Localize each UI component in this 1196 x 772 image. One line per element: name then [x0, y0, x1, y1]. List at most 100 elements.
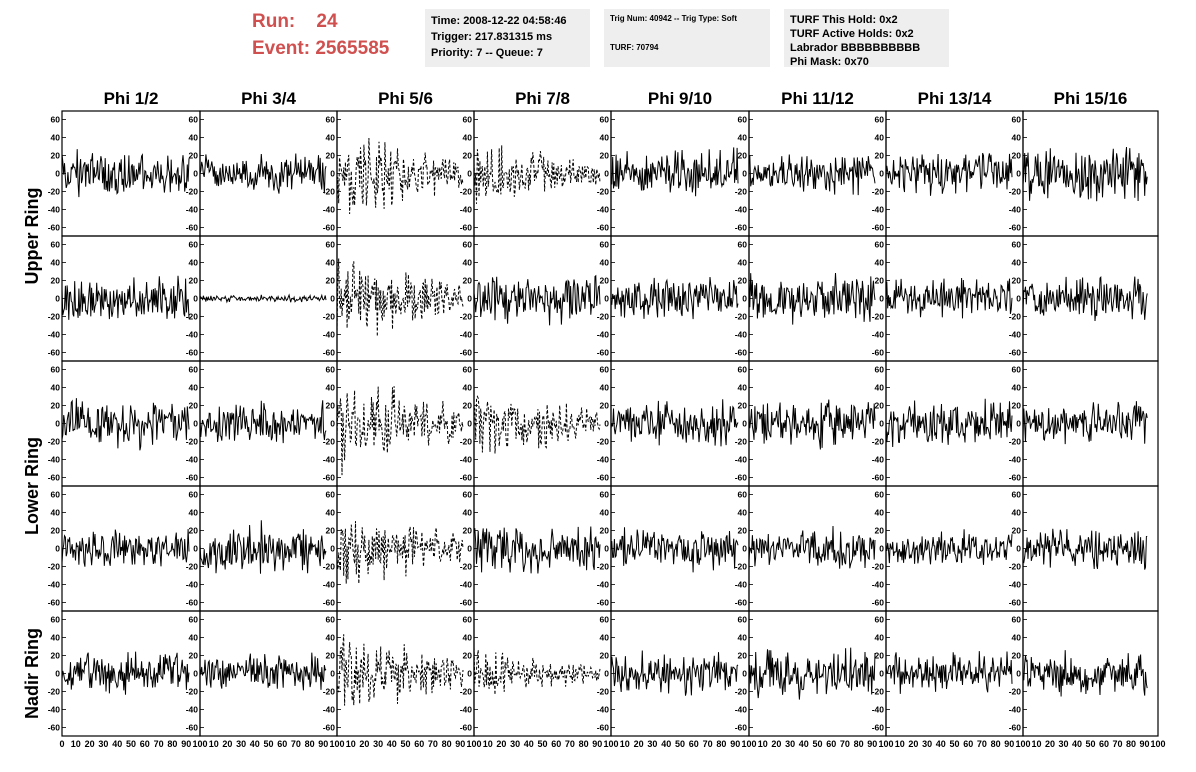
y-tick-label: 20 [1012, 276, 1022, 286]
y-tick-label: -40 [48, 705, 61, 715]
y-tick-label: 20 [463, 526, 473, 536]
x-tick-label: 100 [603, 739, 618, 749]
y-tick-label: -20 [597, 562, 610, 572]
y-tick-label: 60 [875, 240, 885, 250]
panel-frame [473, 610, 612, 737]
y-tick-label: 40 [1012, 383, 1022, 393]
y-tick-label: -60 [872, 598, 885, 608]
y-tick-label: 60 [51, 490, 61, 500]
y-tick-label: -40 [735, 455, 748, 465]
y-tick-label: 0 [330, 419, 335, 429]
y-tick-label: -20 [460, 437, 473, 447]
waveform-trace [336, 386, 464, 476]
waveform-trace [61, 398, 190, 451]
y-tick-label: -60 [735, 723, 748, 733]
y-tick-label: -40 [735, 580, 748, 590]
y-tick-label: 60 [875, 365, 885, 375]
y-tick-label: -40 [597, 455, 610, 465]
y-tick-label: 0 [604, 419, 609, 429]
x-tick-label: 20 [222, 739, 232, 749]
y-tick-label: 0 [1016, 669, 1021, 679]
waveform-trace [748, 399, 876, 450]
y-tick-label: 0 [879, 294, 884, 304]
x-tick-label: 70 [1112, 739, 1122, 749]
y-tick-label: -40 [186, 455, 199, 465]
y-tick-label: -40 [186, 580, 199, 590]
y-tick-label: 60 [463, 365, 473, 375]
waveform-trace [336, 137, 464, 215]
y-tick-label: 40 [1012, 633, 1022, 643]
x-tick-label: 90 [592, 739, 602, 749]
y-tick-label: 40 [738, 258, 748, 268]
x-tick-label: 70 [703, 739, 713, 749]
y-tick-label: 40 [738, 133, 748, 143]
x-tick-label: 50 [675, 739, 685, 749]
event-label: Event: [252, 38, 311, 59]
x-tick-label: 20 [771, 739, 781, 749]
y-tick-label: 40 [189, 508, 199, 518]
waveform-trace [473, 274, 601, 326]
x-tick-label: 30 [373, 739, 383, 749]
y-tick-label: 0 [879, 669, 884, 679]
y-tick-label: -20 [872, 187, 885, 197]
y-tick-label: 0 [55, 544, 60, 554]
y-tick-label: 40 [326, 508, 336, 518]
waveform-panel: 60 40 20 0 -20 -40 -60 [460, 235, 612, 362]
y-tick-label: 20 [463, 151, 473, 161]
y-tick-label: 0 [193, 169, 198, 179]
panel-frame [885, 235, 1024, 362]
waveform-panel: 60 40 20 0 -20 -40 -60 [1009, 360, 1159, 487]
trigger-text: Trigger: 217.831315 ms [431, 31, 553, 43]
y-tick-label: 40 [463, 633, 473, 643]
y-tick-label: 60 [738, 115, 748, 125]
y-tick-label: 60 [1012, 115, 1022, 125]
y-tick-label: -20 [872, 312, 885, 322]
turf-info-box: TURF This Hold: 0x2 TURF Active Holds: 0… [784, 9, 949, 68]
y-tick-label: 20 [1012, 151, 1022, 161]
y-tick-label: -60 [323, 598, 336, 608]
y-tick-label: -60 [48, 473, 61, 483]
y-tick-label: 20 [1012, 526, 1022, 536]
waveform-trace [885, 529, 1013, 565]
y-tick-label: -20 [872, 687, 885, 697]
turf-this-hold-text: TURF This Hold: 0x2 [790, 14, 898, 26]
waveform-panel: 60 40 20 0 -20 -40 -60 [48, 360, 201, 487]
y-tick-label: -40 [48, 455, 61, 465]
y-tick-label: 20 [875, 401, 885, 411]
waveform-panel: 60 40 20 0 -20 -40 -60 [186, 110, 338, 237]
y-tick-label: -40 [323, 705, 336, 715]
panel-frame [748, 485, 887, 612]
y-tick-label: 60 [875, 615, 885, 625]
waveform-trace [885, 277, 1013, 319]
x-tick-label: 10 [209, 739, 219, 749]
y-tick-label: 60 [189, 490, 199, 500]
y-tick-label: 20 [326, 276, 336, 286]
y-tick-label: -20 [323, 562, 336, 572]
waveform-trace [1022, 146, 1148, 202]
waveform-panel: 60 40 20 0 -20 -40 -60 [1009, 485, 1159, 612]
column-title: Phi 15/16 [1054, 89, 1128, 108]
y-tick-label: 0 [604, 669, 609, 679]
y-tick-label: 60 [600, 490, 610, 500]
y-tick-label: 0 [193, 294, 198, 304]
x-tick-label: 80 [442, 739, 452, 749]
x-tick-label: 50 [812, 739, 822, 749]
x-tick-label: 100 [192, 739, 207, 749]
x-tick-label: 80 [167, 739, 177, 749]
waveform-trace [1022, 401, 1148, 445]
x-tick-label: 30 [510, 739, 520, 749]
y-tick-label: -60 [186, 723, 199, 733]
waveform-panel: 60 40 20 0 -20 -40 -60 [735, 485, 887, 612]
x-tick-label: 30 [236, 739, 246, 749]
y-tick-label: 20 [600, 651, 610, 661]
y-tick-label: 60 [738, 365, 748, 375]
y-tick-label: 40 [600, 258, 610, 268]
waveform-trace [473, 526, 601, 574]
y-tick-label: -60 [872, 473, 885, 483]
time-text: Time: 2008-12-22 04:58:46 [431, 15, 567, 27]
y-tick-label: 60 [51, 365, 61, 375]
x-tick-label: 20 [85, 739, 95, 749]
y-tick-label: 40 [738, 383, 748, 393]
